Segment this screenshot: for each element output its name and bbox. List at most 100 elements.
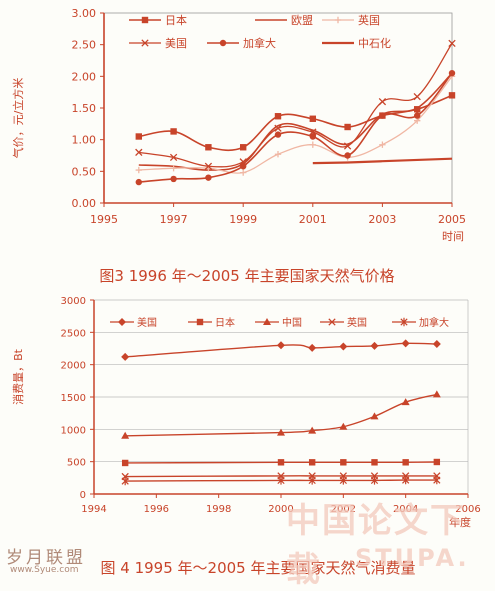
data-point [309, 133, 316, 140]
data-point [414, 112, 421, 119]
data-point [277, 459, 285, 466]
x-tick-label: 2004 [393, 504, 418, 515]
data-point [402, 459, 409, 466]
legend-marker [196, 318, 204, 326]
series-line-sinopec [312, 157, 453, 165]
data-point [205, 174, 212, 181]
x-tick-label: 2003 [368, 213, 396, 226]
data-point [340, 459, 347, 466]
y-tick-label: 0 [80, 490, 86, 501]
data-point [277, 428, 285, 436]
data-point [433, 475, 441, 485]
data-point [170, 128, 177, 135]
data-point [135, 166, 142, 174]
x-tick-label: 1994 [81, 504, 106, 515]
x-tick-label: 1998 [206, 504, 231, 515]
x-tick-label: 1997 [160, 213, 188, 226]
data-point [121, 459, 129, 467]
x-tick-label: 1999 [229, 213, 257, 226]
data-point [414, 106, 421, 113]
legend-marker [328, 318, 336, 326]
data-point [339, 422, 348, 430]
y-axis-title: 消费量，Bt [11, 348, 25, 405]
legend-label: 中石化 [358, 36, 391, 50]
y-tick-label: 2000 [61, 361, 86, 372]
x-tick-label: 1996 [144, 504, 169, 515]
data-point [274, 124, 282, 132]
data-point [379, 141, 386, 148]
data-point [274, 151, 282, 158]
data-point [308, 459, 316, 466]
legend-label: 加拿大 [419, 316, 449, 329]
data-point [308, 426, 317, 434]
y-tick-label: 1.50 [72, 102, 97, 115]
y-tick-label: 0.00 [72, 197, 97, 210]
x-tick-label: 2005 [438, 213, 466, 226]
data-point [379, 112, 386, 119]
y-tick-label: 1500 [61, 393, 86, 404]
y-tick-label: 3.00 [72, 7, 97, 20]
y-tick-label: 2.00 [72, 70, 97, 83]
data-point [204, 162, 213, 170]
data-point [170, 164, 177, 172]
series-line [138, 75, 453, 174]
data-point [121, 476, 129, 486]
legend-label: 英国 [347, 316, 367, 329]
data-point [339, 476, 347, 485]
data-point [121, 352, 130, 361]
figure-canvas: 0.00 0.50 1.00 1.50 2.00 2.50 3.00 1995 1997 1999… [11, 7, 481, 577]
legend-label: 日本 [165, 13, 187, 27]
legend-label: 美国 [137, 316, 157, 329]
data-point [448, 92, 456, 99]
data-point [448, 69, 456, 77]
data-point [371, 459, 378, 466]
y-tick-label: 2.50 [72, 39, 97, 52]
data-point [401, 339, 410, 348]
y-tick-label: 2500 [61, 328, 86, 339]
data-point [402, 475, 410, 485]
data-point [401, 398, 410, 406]
legend-label: 英国 [358, 13, 380, 27]
legend-marker [141, 39, 149, 47]
data-point [309, 141, 316, 148]
legend-marker [400, 317, 408, 327]
consumption-chart: 0 500 1000 1500 2000 2500 3000 1994 1996 1998 2000… [11, 296, 481, 529]
chart2-caption: 图 4 1995 年～2005 年主要国家天然气消费量 [101, 559, 416, 577]
data-point [169, 153, 178, 162]
data-point [432, 339, 441, 348]
y-tick-label: 1.00 [72, 134, 97, 147]
legend-marker [334, 16, 342, 24]
x-tick-label: 2000 [268, 504, 293, 515]
data-point [170, 175, 177, 183]
y-tick-label: 0.50 [72, 165, 97, 178]
price-chart: 0.00 0.50 1.00 1.50 2.00 2.50 3.00 1995 1997 1999… [11, 7, 466, 243]
data-point [344, 123, 351, 131]
series-line [138, 94, 453, 152]
data-point [309, 115, 316, 122]
data-point [308, 343, 317, 352]
legend-marker [263, 318, 271, 325]
data-point [378, 98, 387, 106]
legend-label: 欧盟 [291, 14, 313, 27]
x-axis-title: 时间 [442, 230, 464, 243]
data-point [343, 142, 352, 150]
x-tick-label: 2002 [331, 504, 356, 515]
x-tick-label: 2006 [455, 504, 480, 515]
legend-marker [219, 39, 227, 47]
data-point [370, 476, 379, 485]
data-point [240, 169, 247, 176]
data-point [274, 113, 282, 120]
data-point [240, 144, 247, 151]
x-axis-title: 年度 [449, 515, 471, 529]
data-point [308, 476, 316, 485]
plot-frame [103, 12, 453, 204]
data-point [121, 431, 130, 439]
legend-label: 中国 [282, 316, 302, 329]
legend-label: 加拿大 [243, 36, 276, 50]
data-point [433, 458, 441, 466]
y-tick-label: 3000 [61, 296, 86, 307]
data-point [135, 178, 142, 186]
data-point [448, 39, 456, 48]
legend-label: 美国 [165, 37, 187, 50]
data-point [339, 342, 348, 351]
